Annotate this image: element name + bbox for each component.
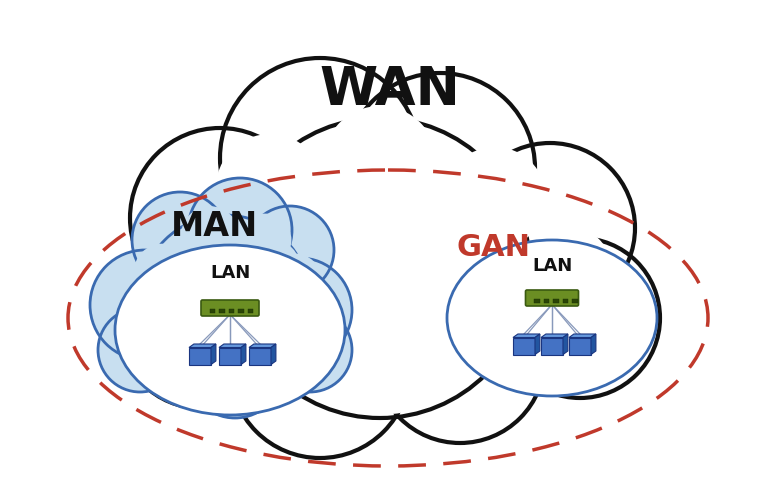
Text: LAN: LAN (532, 257, 572, 275)
Circle shape (201, 306, 259, 364)
Polygon shape (189, 344, 216, 347)
Circle shape (212, 300, 308, 396)
Polygon shape (211, 344, 216, 365)
Text: WAN: WAN (320, 64, 460, 116)
Bar (513, 338, 535, 354)
Bar (534, 299, 540, 303)
Bar (189, 347, 211, 365)
Circle shape (500, 238, 660, 398)
Circle shape (369, 262, 471, 364)
Circle shape (132, 192, 228, 288)
Circle shape (444, 147, 546, 249)
Circle shape (472, 290, 568, 386)
Polygon shape (219, 344, 246, 347)
Circle shape (158, 300, 208, 350)
Polygon shape (591, 334, 596, 354)
Bar (219, 347, 241, 365)
Circle shape (120, 248, 280, 408)
Text: GAN: GAN (456, 233, 530, 263)
Circle shape (230, 118, 530, 418)
Circle shape (188, 178, 292, 282)
Circle shape (152, 269, 218, 336)
Polygon shape (249, 344, 276, 347)
Bar (572, 299, 578, 303)
Circle shape (414, 197, 516, 299)
Bar (228, 309, 234, 313)
Bar (238, 309, 244, 313)
Circle shape (230, 278, 410, 458)
Bar (249, 347, 271, 365)
Circle shape (216, 134, 324, 242)
Circle shape (280, 305, 330, 355)
Circle shape (247, 335, 298, 385)
Circle shape (269, 254, 321, 306)
Circle shape (375, 273, 545, 443)
Circle shape (231, 274, 294, 336)
Circle shape (239, 311, 296, 369)
Circle shape (465, 143, 635, 313)
Bar (209, 309, 215, 313)
Circle shape (339, 312, 441, 414)
Bar (569, 338, 591, 354)
Bar (562, 299, 568, 303)
Circle shape (162, 225, 258, 321)
Circle shape (248, 258, 352, 362)
Circle shape (246, 189, 354, 297)
Polygon shape (513, 334, 540, 338)
Circle shape (239, 239, 301, 301)
Circle shape (181, 206, 239, 264)
Circle shape (117, 302, 167, 353)
Circle shape (134, 244, 191, 301)
Circle shape (432, 245, 528, 341)
Circle shape (187, 322, 283, 418)
Polygon shape (241, 344, 246, 365)
Bar (553, 299, 559, 303)
Circle shape (242, 250, 338, 346)
Circle shape (220, 58, 420, 258)
Circle shape (323, 106, 437, 220)
Ellipse shape (115, 245, 345, 415)
Circle shape (454, 242, 556, 344)
Circle shape (90, 250, 200, 360)
Bar (541, 338, 563, 354)
Circle shape (242, 300, 293, 350)
Bar (219, 309, 224, 313)
Circle shape (517, 225, 613, 321)
Circle shape (140, 215, 310, 385)
Polygon shape (271, 344, 276, 365)
Bar (247, 309, 253, 313)
Circle shape (268, 308, 352, 392)
Circle shape (246, 206, 334, 294)
Circle shape (290, 153, 410, 273)
Circle shape (202, 234, 264, 296)
Circle shape (345, 73, 535, 263)
Polygon shape (535, 334, 540, 354)
Circle shape (296, 264, 404, 372)
Text: LAN: LAN (210, 264, 250, 282)
Circle shape (231, 248, 284, 302)
Circle shape (98, 308, 182, 392)
Bar (543, 299, 549, 303)
FancyBboxPatch shape (201, 300, 259, 316)
Polygon shape (541, 334, 568, 338)
Polygon shape (563, 334, 568, 354)
FancyBboxPatch shape (526, 290, 578, 306)
Circle shape (353, 161, 467, 275)
Polygon shape (569, 334, 596, 338)
Circle shape (130, 128, 310, 308)
Circle shape (239, 214, 291, 266)
Circle shape (174, 241, 231, 299)
Ellipse shape (447, 240, 657, 396)
Text: MAN: MAN (171, 210, 259, 244)
